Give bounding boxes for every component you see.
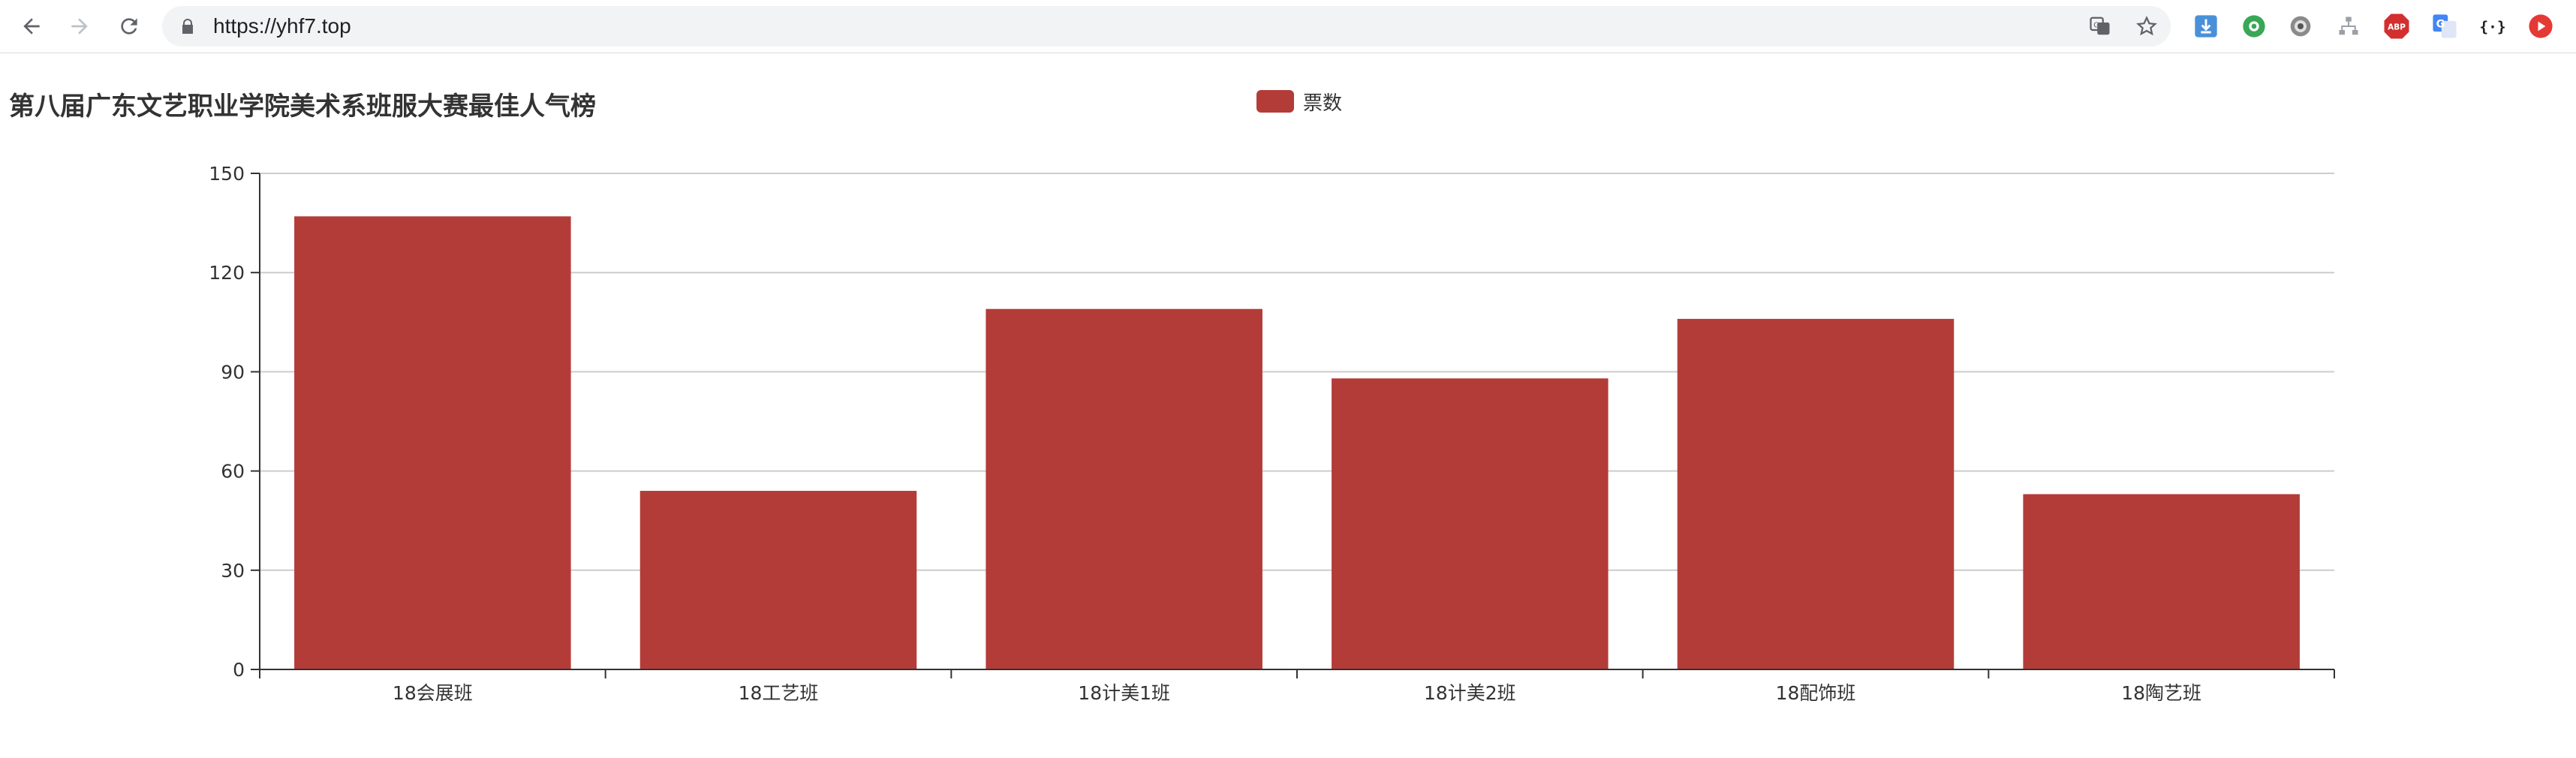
bar[interactable] (1677, 318, 1955, 669)
bookmark-star-button[interactable] (2135, 14, 2159, 38)
json-extension-button[interactable]: {·} (2478, 12, 2507, 41)
x-tick-label: 18计美1班 (1078, 682, 1170, 704)
google-translate-extension-button[interactable]: G (2430, 12, 2459, 41)
adblock-extension-button[interactable]: ABP (2382, 12, 2411, 41)
svg-text:ABP: ABP (2388, 23, 2406, 32)
chart-title: 第八届广东文艺职业学院美术系班服大赛最佳人气榜 (9, 92, 596, 122)
download-extension-button[interactable] (2192, 12, 2220, 41)
address-bar[interactable]: https://yhf7.top G (162, 6, 2171, 47)
translate-page-button[interactable]: G (2088, 14, 2112, 38)
x-tick-label: 18配饰班 (1776, 682, 1856, 704)
browser-toolbar: https://yhf7.top G (0, 0, 2576, 53)
chart-legend[interactable]: 票数 (1256, 89, 1343, 115)
json-viewer-icon: {·} (2479, 19, 2505, 36)
svg-text:{·}: {·} (2479, 19, 2505, 36)
back-button[interactable] (15, 10, 48, 43)
gear-extension-icon (2290, 16, 2311, 37)
sitemap-extension-button[interactable] (2334, 12, 2363, 41)
bar[interactable] (639, 491, 917, 669)
red-play-icon (2529, 14, 2553, 38)
bar[interactable] (294, 216, 571, 670)
x-tick-label: 18会展班 (393, 682, 473, 704)
back-arrow-icon (23, 18, 40, 35)
lock-icon (182, 19, 193, 34)
y-tick-label: 30 (221, 560, 245, 582)
y-tick-label: 0 (233, 659, 245, 681)
legend-label: 票数 (1303, 92, 1343, 115)
svg-text:G: G (2093, 21, 2099, 29)
forward-arrow-icon (71, 18, 88, 35)
bar[interactable] (2023, 494, 2300, 669)
y-tick-label: 150 (209, 163, 245, 185)
url-text[interactable]: https://yhf7.top (213, 14, 351, 38)
y-tick-label: 90 (221, 361, 245, 383)
play-extension-button[interactable] (2526, 12, 2555, 41)
bar[interactable] (1332, 378, 1608, 669)
green-extension-button[interactable] (2240, 12, 2268, 41)
legend-swatch (1256, 90, 1294, 113)
download-icon (2195, 15, 2217, 38)
svg-text:G: G (2436, 18, 2445, 30)
y-tick-label: 60 (221, 461, 245, 483)
x-tick-label: 18工艺班 (739, 682, 819, 704)
green-circle-extension-icon (2243, 15, 2265, 38)
adblock-icon: ABP (2384, 14, 2409, 39)
forward-button[interactable] (63, 10, 96, 43)
gear-extension-button[interactable] (2286, 12, 2315, 41)
sitemap-icon (2339, 17, 2358, 35)
y-tick-label: 120 (209, 262, 245, 284)
x-tick-label: 18陶艺班 (2121, 682, 2201, 704)
star-icon (2136, 16, 2157, 36)
x-tick-label: 18计美2班 (1424, 682, 1516, 704)
bar[interactable] (986, 308, 1262, 669)
translate-icon: G (2090, 17, 2110, 35)
google-translate-icon: G (2433, 14, 2457, 38)
